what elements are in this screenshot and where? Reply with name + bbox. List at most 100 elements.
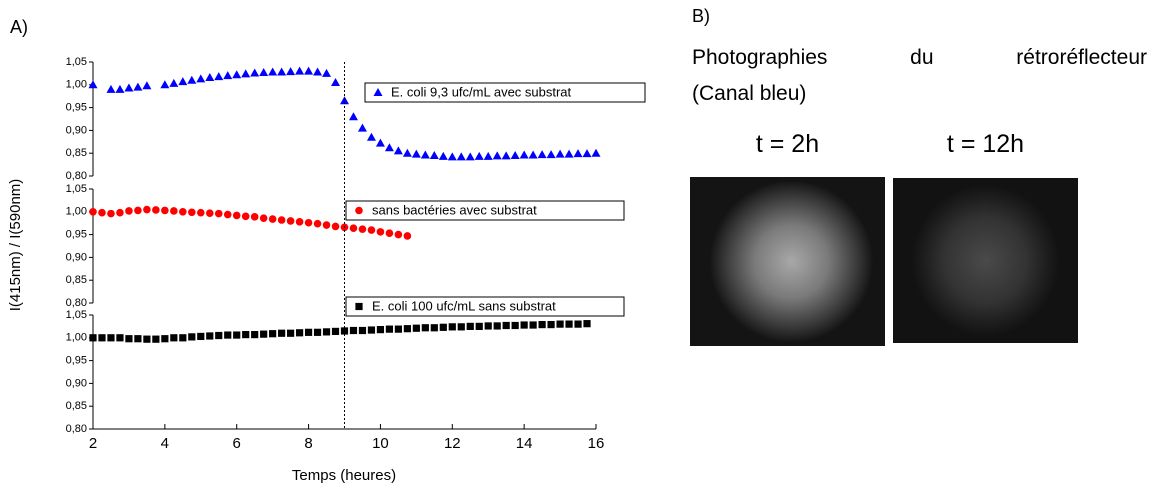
data-point [402, 148, 412, 157]
y-axis-label: I(415nm) / I(590nm) [7, 179, 24, 312]
y-tick-label: 1,05 [66, 183, 87, 195]
y-tick-label: 0,85 [66, 147, 87, 159]
data-point [278, 329, 286, 337]
data-point [393, 146, 403, 155]
data-point [205, 73, 215, 82]
data-point [394, 230, 403, 239]
data-point [519, 150, 529, 159]
data-point [565, 320, 573, 328]
data-point [142, 81, 152, 90]
data-point [304, 66, 314, 75]
data-point [547, 320, 555, 329]
data-point [466, 322, 474, 330]
data-point [403, 325, 411, 333]
data-point [313, 67, 323, 76]
panel-label: A) [10, 17, 28, 37]
x-axis-label: Temps (heures) [292, 467, 396, 484]
data-point [214, 209, 223, 218]
data-point [313, 328, 322, 336]
legend-marker [355, 302, 363, 311]
x-tick-label: 2 [89, 435, 97, 452]
data-point [313, 219, 322, 228]
data-point [528, 150, 538, 159]
photo-time: t = 2h [755, 130, 820, 158]
data-point [161, 335, 169, 343]
data-point [124, 83, 134, 92]
data-point [457, 323, 465, 331]
data-point [188, 333, 196, 341]
data-point [420, 150, 430, 159]
y-tick-label: 1,00 [66, 332, 87, 344]
legend-marker [355, 206, 363, 215]
data-point [502, 321, 510, 330]
data-point [349, 224, 358, 233]
y-tick-label: 0,90 [66, 124, 87, 136]
data-point [178, 77, 188, 86]
data-point [259, 214, 268, 222]
data-point [295, 66, 305, 75]
data-point [268, 215, 277, 223]
data-point [170, 207, 178, 215]
data-point [556, 320, 564, 328]
data-point [152, 335, 160, 343]
data-point [493, 322, 501, 330]
data-point [376, 325, 385, 334]
caption-line: Photographies du rétroréflecteur [692, 46, 1147, 69]
data-point [421, 324, 429, 332]
data-point [376, 228, 385, 236]
x-tick-label: 8 [304, 435, 312, 452]
data-point [241, 69, 251, 78]
data-point [438, 151, 448, 160]
y-tick-label: 0,80 [66, 297, 87, 309]
data-point [268, 67, 278, 76]
data-point [340, 96, 349, 105]
data-point [206, 332, 214, 340]
legend-label: sans bactéries avec substrat [372, 202, 537, 217]
y-tick-label: 0,85 [66, 400, 87, 412]
data-point [331, 222, 340, 231]
y-tick-label: 1,05 [66, 309, 87, 321]
data-point [574, 320, 582, 328]
data-point [232, 70, 242, 79]
data-point [375, 138, 385, 147]
data-point [295, 218, 304, 226]
data-point [134, 335, 142, 343]
y-tick-label: 0,80 [66, 423, 87, 435]
data-point [260, 330, 268, 338]
data-point [241, 212, 250, 221]
photo-time: t = 12h [946, 130, 1025, 158]
data-point [89, 208, 97, 216]
data-point [412, 324, 420, 332]
data-point [349, 326, 358, 335]
data-point [143, 205, 151, 214]
y-tick-label: 1,00 [66, 79, 87, 91]
y-tick-label: 0,90 [66, 251, 87, 263]
data-point [367, 226, 376, 234]
data-point [358, 326, 367, 335]
data-point [188, 208, 196, 217]
data-point [170, 334, 178, 342]
data-point [331, 78, 341, 87]
data-point [133, 82, 143, 91]
y-tick-label: 0,85 [66, 274, 87, 286]
data-point [89, 334, 97, 342]
data-point [196, 208, 205, 217]
data-point [322, 68, 332, 77]
data-point [187, 75, 197, 84]
data-point [197, 332, 205, 341]
data-point [143, 335, 151, 343]
data-point [322, 221, 331, 229]
data-point [115, 84, 125, 93]
data-point [250, 213, 259, 221]
data-point [242, 331, 250, 339]
data-point [107, 334, 115, 342]
data-point [465, 152, 475, 161]
data-point [591, 148, 601, 157]
data-point [179, 334, 187, 342]
x-tick-label: 14 [516, 435, 533, 452]
data-point [232, 211, 241, 220]
data-point [456, 152, 466, 161]
data-point [250, 68, 260, 77]
x-tick-label: 16 [588, 435, 605, 452]
